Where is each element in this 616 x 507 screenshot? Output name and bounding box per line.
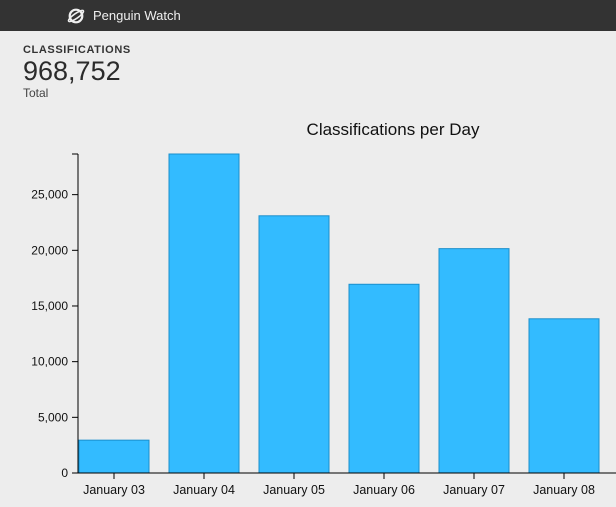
y-tick-label: 15,000 — [31, 299, 68, 313]
y-tick-label: 25,000 — [31, 188, 68, 202]
bar-january-07[interactable] — [438, 248, 510, 474]
y-tick-label: 10,000 — [31, 355, 68, 369]
bars-group — [78, 153, 600, 474]
x-category-label: January 08 — [533, 483, 595, 497]
x-category-label: January 04 — [173, 483, 235, 497]
brand-name: Penguin Watch — [93, 8, 181, 23]
x-category-label: January 07 — [443, 483, 505, 497]
x-category-label: January 06 — [353, 483, 415, 497]
y-tick-label: 0 — [61, 466, 68, 480]
chart-container: Classifications per Day 0 5,000 10,000 15,0… — [0, 110, 616, 507]
bar-january-03[interactable] — [78, 439, 150, 474]
stats-sub-label: Total — [23, 86, 49, 100]
bar-january-05[interactable] — [258, 215, 330, 474]
bar-january-06[interactable] — [348, 283, 420, 474]
chart-title: Classifications per Day — [307, 120, 480, 139]
stats-label: CLASSIFICATIONS — [23, 44, 131, 56]
brand-link[interactable]: Penguin Watch — [67, 7, 181, 25]
y-tick-label: 20,000 — [31, 243, 68, 257]
zooniverse-logo-icon — [67, 7, 85, 25]
x-category-label: January 03 — [83, 483, 145, 497]
y-tick-label: 5,000 — [38, 410, 68, 424]
y-axis: 0 5,000 10,000 15,000 20,000 25,000 — [31, 153, 79, 480]
bar-january-04[interactable] — [168, 153, 240, 474]
stats-total-value: 968,752 — [23, 56, 121, 86]
bar-january-08[interactable] — [528, 318, 600, 474]
x-axis: January 03 January 04 January 05 January 06… — [78, 472, 616, 497]
top-navigation-bar: Penguin Watch — [0, 0, 616, 31]
x-category-label: January 05 — [263, 483, 325, 497]
classifications-bar-chart: Classifications per Day 0 5,000 10,000 15,0… — [31, 120, 616, 497]
classifications-stats: CLASSIFICATIONS 968,752 Total — [23, 44, 131, 100]
